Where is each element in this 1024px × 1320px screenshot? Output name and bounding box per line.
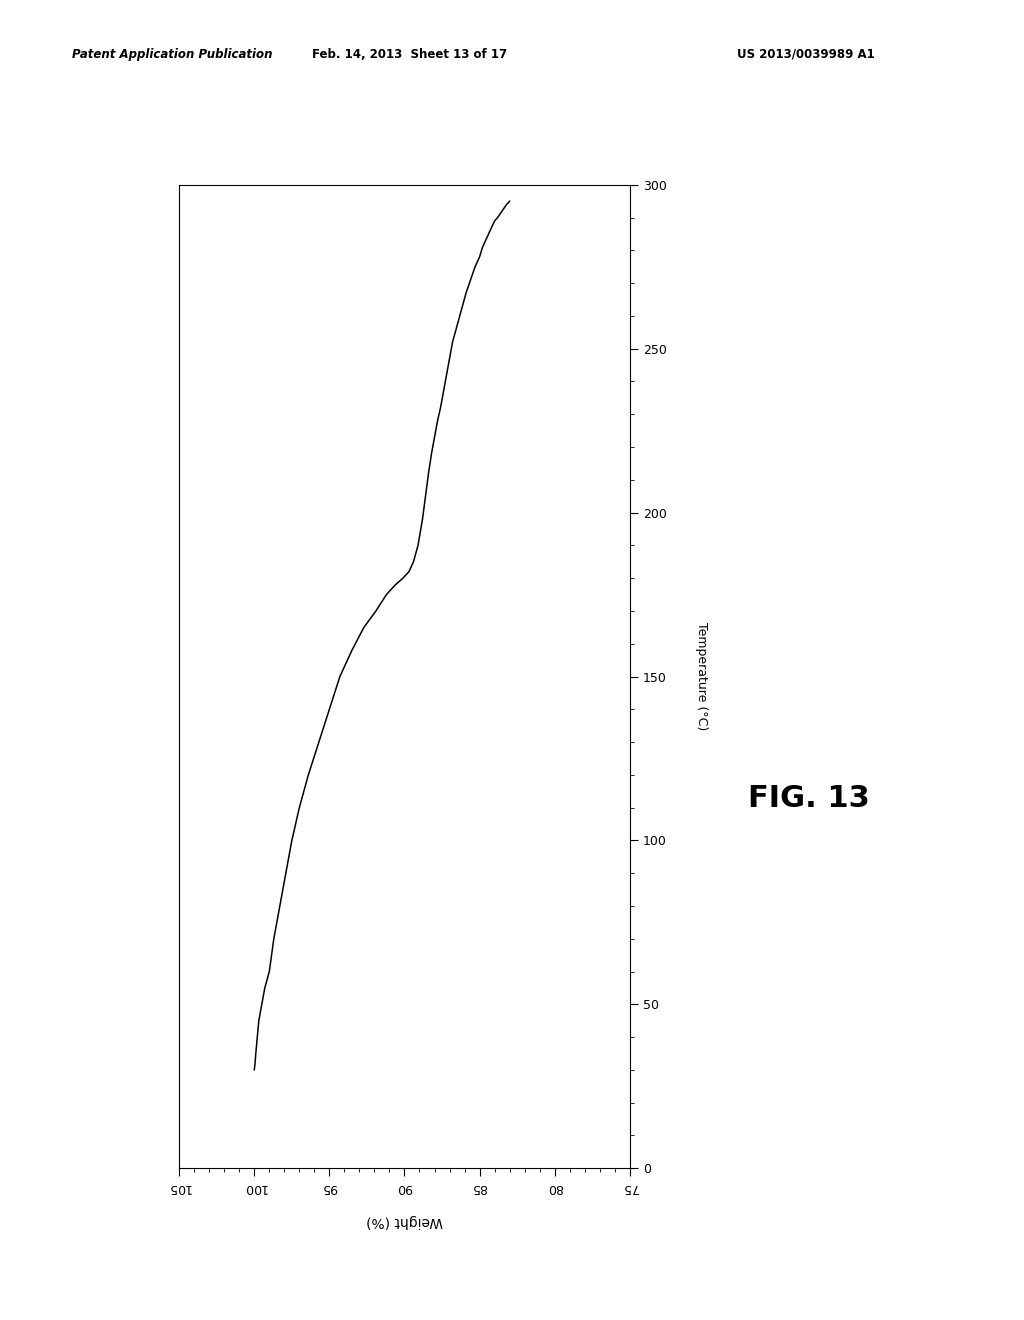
Text: Feb. 14, 2013  Sheet 13 of 17: Feb. 14, 2013 Sheet 13 of 17 <box>312 48 507 61</box>
Text: Patent Application Publication: Patent Application Publication <box>72 48 272 61</box>
Y-axis label: Temperature (°C): Temperature (°C) <box>695 622 709 731</box>
Text: FIG. 13: FIG. 13 <box>748 784 869 813</box>
X-axis label: Weight (%): Weight (%) <box>366 1214 443 1228</box>
Text: US 2013/0039989 A1: US 2013/0039989 A1 <box>737 48 876 61</box>
